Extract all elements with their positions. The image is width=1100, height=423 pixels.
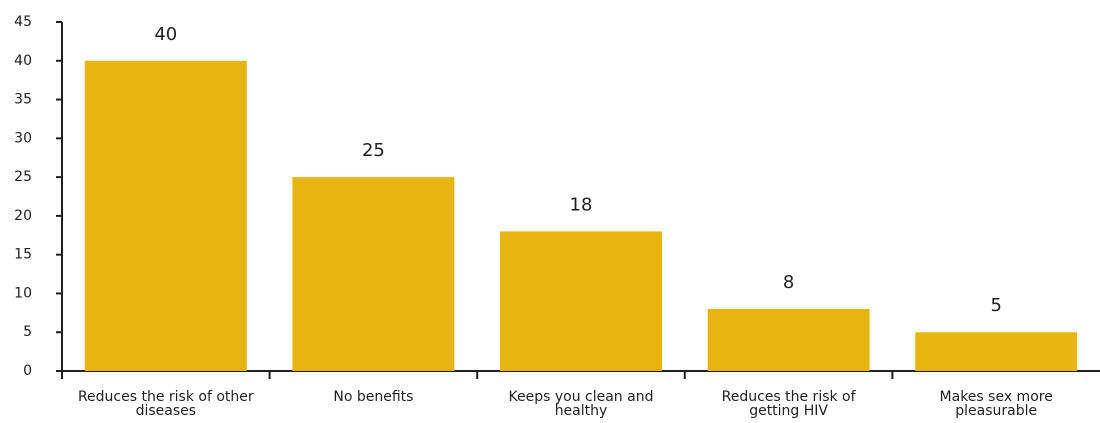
y-tick-label: 30 (14, 130, 32, 146)
x-tick-label: Keeps you clean and healthy (508, 389, 654, 419)
value-label: 5 (990, 295, 1001, 316)
value-label: 18 (570, 194, 593, 215)
x-tick-label: Reduces the risk of getting HIV (721, 389, 856, 419)
bar (915, 332, 1078, 371)
value-label: 40 (154, 24, 177, 45)
x-tick-label: Reduces the risk of other diseases (77, 389, 254, 419)
x-tick-label: Makes sex more pleasurable (939, 389, 1053, 419)
y-tick-label: 10 (14, 285, 32, 301)
bar (500, 231, 662, 371)
y-tick-label: 35 (14, 92, 32, 108)
bar (707, 308, 870, 371)
bar (292, 177, 455, 371)
y-tick-label: 40 (14, 53, 32, 69)
y-tick-label: 45 (14, 14, 32, 30)
bar (84, 60, 247, 372)
y-tick-label: 5 (23, 324, 32, 340)
y-tick-label: 0 (23, 363, 32, 379)
x-tick-label: No benefits (333, 389, 414, 405)
y-tick-label: 25 (14, 169, 32, 185)
value-label: 25 (362, 140, 385, 161)
y-tick-label: 15 (14, 247, 32, 263)
y-tick-label: 20 (14, 208, 32, 224)
value-label: 8 (783, 272, 794, 293)
